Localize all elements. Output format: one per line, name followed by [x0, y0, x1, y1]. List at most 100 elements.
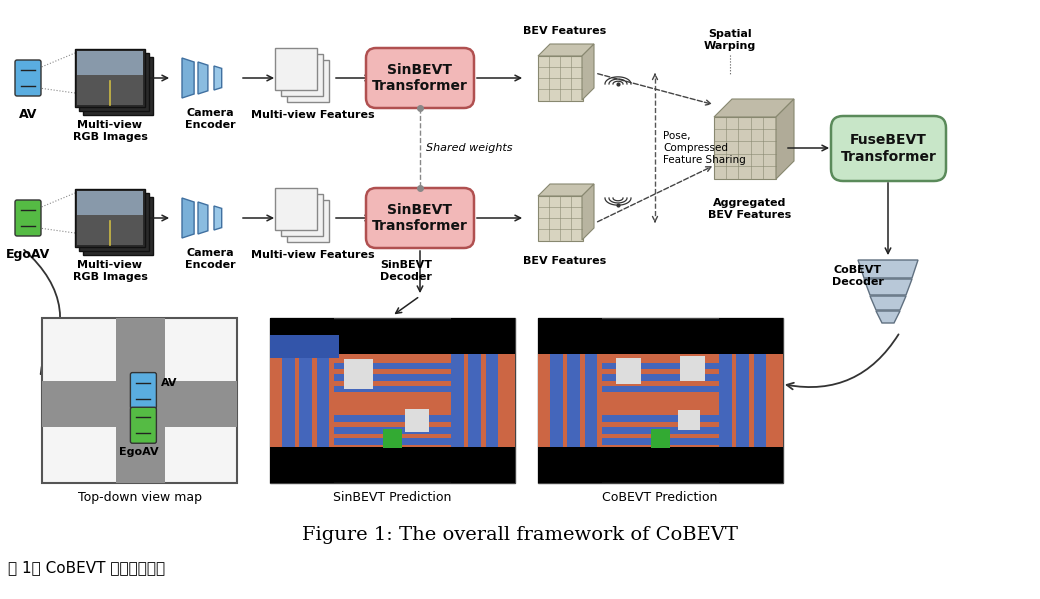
Polygon shape — [198, 62, 208, 94]
Text: AV: AV — [161, 377, 178, 388]
Bar — [77, 51, 144, 105]
FancyBboxPatch shape — [130, 407, 156, 443]
Text: SinBEVT
Transformer: SinBEVT Transformer — [372, 203, 468, 233]
Bar — [678, 410, 700, 430]
Bar — [282, 354, 294, 447]
Bar — [270, 354, 515, 447]
Bar — [405, 409, 430, 432]
Polygon shape — [582, 44, 594, 100]
FancyBboxPatch shape — [15, 200, 41, 236]
Bar — [334, 374, 451, 381]
Polygon shape — [582, 184, 594, 240]
FancyBboxPatch shape — [366, 188, 474, 248]
Polygon shape — [538, 44, 594, 56]
Bar — [486, 318, 498, 483]
Bar — [79, 193, 149, 251]
Bar — [343, 359, 373, 389]
Bar — [754, 354, 765, 447]
Bar — [316, 354, 329, 447]
Text: BEV Features: BEV Features — [523, 256, 606, 266]
Bar — [334, 415, 451, 422]
Bar — [720, 447, 783, 483]
Text: EgoAV: EgoAV — [119, 447, 158, 457]
Polygon shape — [182, 58, 194, 98]
Bar — [736, 318, 749, 483]
Bar — [720, 318, 783, 354]
Text: FuseBEVT
Transformer: FuseBEVT Transformer — [840, 134, 936, 164]
Bar — [77, 191, 144, 215]
Polygon shape — [214, 206, 222, 230]
FancyBboxPatch shape — [366, 48, 474, 108]
Bar — [281, 54, 323, 96]
Bar — [77, 191, 144, 245]
Bar — [334, 386, 451, 392]
Text: SinBEVT Prediction: SinBEVT Prediction — [333, 491, 451, 504]
Bar — [451, 354, 464, 447]
Polygon shape — [864, 279, 912, 295]
Bar — [83, 57, 153, 115]
Bar — [334, 438, 451, 445]
Bar — [538, 318, 783, 483]
Bar — [270, 334, 339, 358]
Bar — [720, 318, 731, 483]
Bar — [568, 318, 579, 483]
Text: Multi-view Features: Multi-view Features — [252, 110, 374, 120]
Bar — [468, 354, 480, 447]
Bar — [83, 197, 153, 255]
Bar — [383, 428, 402, 448]
Bar — [602, 438, 720, 445]
Bar — [602, 427, 720, 434]
Bar — [275, 188, 317, 230]
Bar — [270, 318, 334, 354]
FancyBboxPatch shape — [15, 60, 41, 96]
Bar — [42, 318, 237, 483]
Text: Pose,
Compressed
Feature Sharing: Pose, Compressed Feature Sharing — [664, 131, 746, 165]
FancyBboxPatch shape — [831, 116, 946, 181]
Polygon shape — [214, 66, 222, 90]
Bar — [617, 358, 641, 384]
Polygon shape — [876, 311, 900, 323]
Bar — [714, 117, 776, 179]
Bar — [451, 318, 464, 483]
Bar — [680, 356, 705, 381]
Bar — [282, 318, 294, 483]
Text: SinBEVT
Decoder: SinBEVT Decoder — [380, 260, 432, 282]
Bar — [538, 447, 602, 483]
Bar — [281, 194, 323, 236]
Bar — [287, 60, 329, 102]
Bar — [736, 354, 749, 447]
Bar — [79, 53, 149, 111]
Bar — [77, 215, 144, 245]
Text: Aggregated
BEV Features: Aggregated BEV Features — [708, 198, 791, 220]
Bar — [651, 428, 671, 448]
Polygon shape — [714, 99, 794, 117]
Bar — [584, 354, 597, 447]
Polygon shape — [858, 260, 918, 278]
Polygon shape — [776, 99, 794, 179]
Text: SinBEVT
Transformer: SinBEVT Transformer — [372, 63, 468, 93]
Bar — [602, 374, 720, 381]
Bar — [468, 318, 480, 483]
Bar — [538, 354, 783, 447]
Bar — [486, 354, 498, 447]
Bar — [270, 447, 334, 483]
Bar — [568, 354, 579, 447]
Bar — [538, 56, 583, 101]
Bar — [334, 362, 451, 369]
Bar — [451, 318, 515, 354]
Text: CoBEVT Prediction: CoBEVT Prediction — [602, 491, 718, 504]
Bar — [451, 447, 515, 483]
Polygon shape — [198, 202, 208, 234]
Bar — [316, 318, 329, 483]
Text: Top-down view map: Top-down view map — [78, 491, 202, 504]
Bar — [602, 386, 720, 392]
Text: Multi-view
RGB Images: Multi-view RGB Images — [73, 120, 148, 141]
Bar — [77, 75, 144, 105]
Text: BEV Features: BEV Features — [523, 26, 606, 36]
Polygon shape — [182, 198, 194, 238]
Text: AV: AV — [19, 108, 37, 121]
Bar — [300, 318, 312, 483]
Bar — [75, 49, 145, 107]
Text: Spatial
Warping: Spatial Warping — [704, 29, 756, 51]
Bar — [42, 381, 237, 427]
